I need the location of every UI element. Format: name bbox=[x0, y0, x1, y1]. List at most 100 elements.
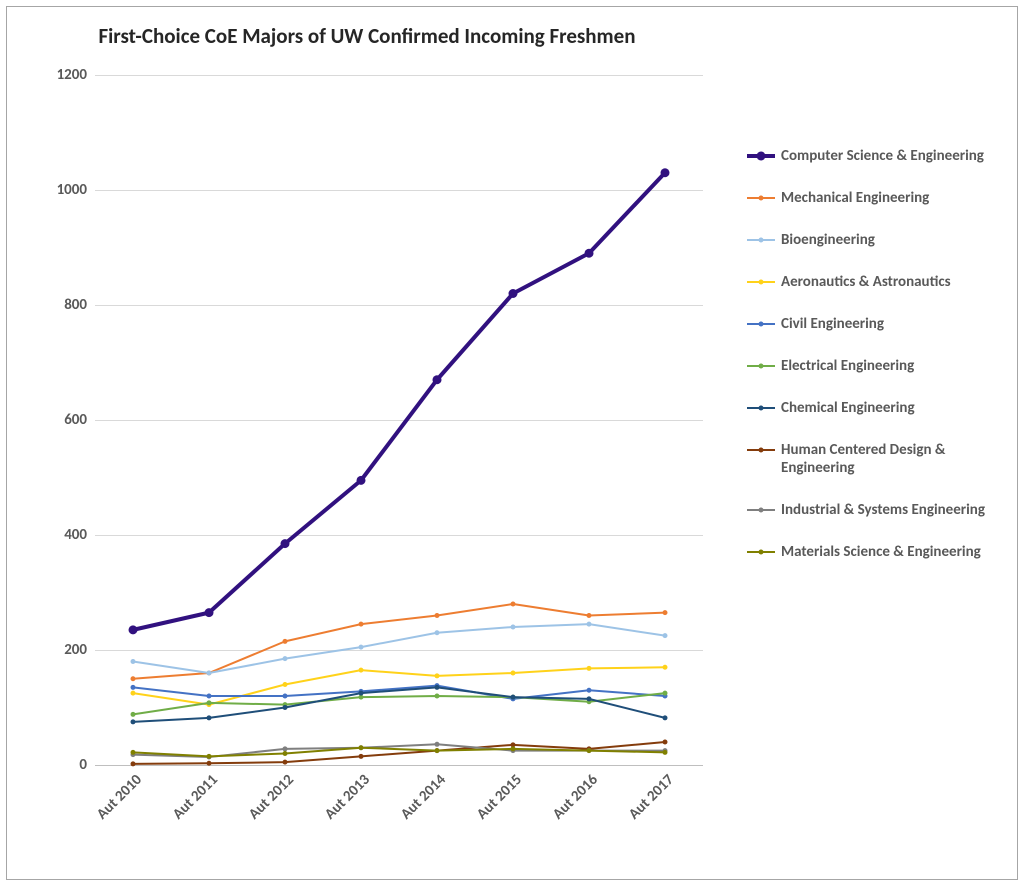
series-marker bbox=[435, 673, 440, 678]
series-marker bbox=[283, 705, 288, 710]
x-tick-label: Aut 2017 bbox=[625, 771, 677, 823]
y-tick-label: 1200 bbox=[57, 66, 87, 84]
legend-label: Civil Engineering bbox=[781, 315, 884, 333]
series-marker bbox=[587, 613, 592, 618]
x-tick-label: Aut 2010 bbox=[93, 771, 145, 823]
series-marker bbox=[131, 685, 136, 690]
series-marker bbox=[283, 656, 288, 661]
series-marker bbox=[131, 691, 136, 696]
series-marker bbox=[663, 633, 668, 638]
series-marker bbox=[357, 476, 366, 485]
chart-title: First-Choice CoE Majors of UW Confirmed … bbox=[7, 23, 727, 49]
legend-label: Aeronautics & Astronautics bbox=[781, 273, 951, 291]
legend-swatch bbox=[747, 503, 775, 517]
series-line bbox=[133, 173, 665, 630]
series-marker bbox=[283, 639, 288, 644]
series-marker bbox=[359, 754, 364, 759]
legend-swatch bbox=[747, 191, 775, 205]
legend-swatch bbox=[747, 233, 775, 247]
x-tick-label: Aut 2014 bbox=[397, 771, 449, 823]
series-marker bbox=[511, 671, 516, 676]
series-marker bbox=[587, 688, 592, 693]
legend-item: Human Centered Design & Engineering bbox=[747, 441, 986, 477]
x-tick-label: Aut 2012 bbox=[245, 771, 297, 823]
series-marker bbox=[207, 694, 212, 699]
legend-swatch bbox=[747, 401, 775, 415]
series-marker bbox=[511, 746, 516, 751]
legend-label: Chemical Engineering bbox=[781, 399, 915, 417]
legend-item: Civil Engineering bbox=[747, 315, 986, 333]
x-tick-label: Aut 2013 bbox=[321, 771, 373, 823]
legend-item: Electrical Engineering bbox=[747, 357, 986, 375]
legend-swatch bbox=[747, 545, 775, 559]
series-marker bbox=[281, 539, 290, 548]
series-line bbox=[133, 604, 665, 679]
series-marker bbox=[587, 696, 592, 701]
series-marker bbox=[283, 746, 288, 751]
legend-item: Bioengineering bbox=[747, 231, 986, 249]
series-marker bbox=[359, 622, 364, 627]
legend-swatch bbox=[747, 275, 775, 289]
series-marker bbox=[359, 668, 364, 673]
legend-label: Human Centered Design & Engineering bbox=[781, 441, 986, 477]
chart-frame: First-Choice CoE Majors of UW Confirmed … bbox=[6, 6, 1018, 880]
legend-item: Computer Science & Engineering bbox=[747, 147, 986, 165]
series-marker bbox=[435, 748, 440, 753]
series-marker bbox=[435, 630, 440, 635]
series-marker bbox=[435, 613, 440, 618]
legend-swatch bbox=[747, 359, 775, 373]
series-marker bbox=[131, 676, 136, 681]
series-marker bbox=[131, 750, 136, 755]
series-marker bbox=[663, 750, 668, 755]
series-marker bbox=[207, 754, 212, 759]
legend-item: Industrial & Systems Engineering bbox=[747, 501, 986, 519]
series-marker bbox=[511, 695, 516, 700]
series-marker bbox=[129, 625, 138, 634]
series-marker bbox=[283, 760, 288, 765]
series-marker bbox=[587, 666, 592, 671]
series-marker bbox=[283, 751, 288, 756]
gridline bbox=[95, 765, 703, 766]
y-tick-label: 0 bbox=[79, 756, 87, 774]
series-marker bbox=[283, 682, 288, 687]
legend-label: Mechanical Engineering bbox=[781, 189, 929, 207]
legend-item: Chemical Engineering bbox=[747, 399, 986, 417]
series-marker bbox=[435, 694, 440, 699]
series-marker bbox=[359, 745, 364, 750]
legend-label: Bioengineering bbox=[781, 231, 875, 249]
y-tick-label: 400 bbox=[64, 526, 87, 544]
series-marker bbox=[283, 694, 288, 699]
series-marker bbox=[435, 742, 440, 747]
series-marker bbox=[205, 608, 214, 617]
series-marker bbox=[663, 740, 668, 745]
legend-label: Computer Science & Engineering bbox=[781, 147, 984, 165]
series-marker bbox=[207, 761, 212, 766]
y-tick-label: 800 bbox=[64, 296, 87, 314]
series-marker bbox=[359, 691, 364, 696]
legend-item: Materials Science & Engineering bbox=[747, 543, 986, 561]
plot-area: 020040060080010001200Aut 2010Aut 2011Aut… bbox=[95, 75, 703, 765]
series-marker bbox=[131, 719, 136, 724]
legend-swatch bbox=[747, 149, 775, 163]
series-marker bbox=[435, 685, 440, 690]
legend: Computer Science & Engineering Mechanical… bbox=[747, 147, 986, 585]
series-marker bbox=[509, 289, 518, 298]
legend-swatch bbox=[747, 443, 775, 457]
series-marker bbox=[587, 748, 592, 753]
series-marker bbox=[663, 691, 668, 696]
series-marker bbox=[511, 625, 516, 630]
series-marker bbox=[663, 610, 668, 615]
legend-item: Mechanical Engineering bbox=[747, 189, 986, 207]
series-marker bbox=[663, 665, 668, 670]
legend-label: Materials Science & Engineering bbox=[781, 543, 981, 561]
series-marker bbox=[131, 659, 136, 664]
series-marker bbox=[661, 168, 670, 177]
legend-label: Electrical Engineering bbox=[781, 357, 914, 375]
legend-swatch bbox=[747, 317, 775, 331]
series-marker bbox=[131, 761, 136, 766]
y-tick-label: 200 bbox=[64, 641, 87, 659]
series-marker bbox=[585, 249, 594, 258]
series-marker bbox=[511, 602, 516, 607]
series-marker bbox=[207, 671, 212, 676]
x-tick-label: Aut 2015 bbox=[473, 771, 525, 823]
